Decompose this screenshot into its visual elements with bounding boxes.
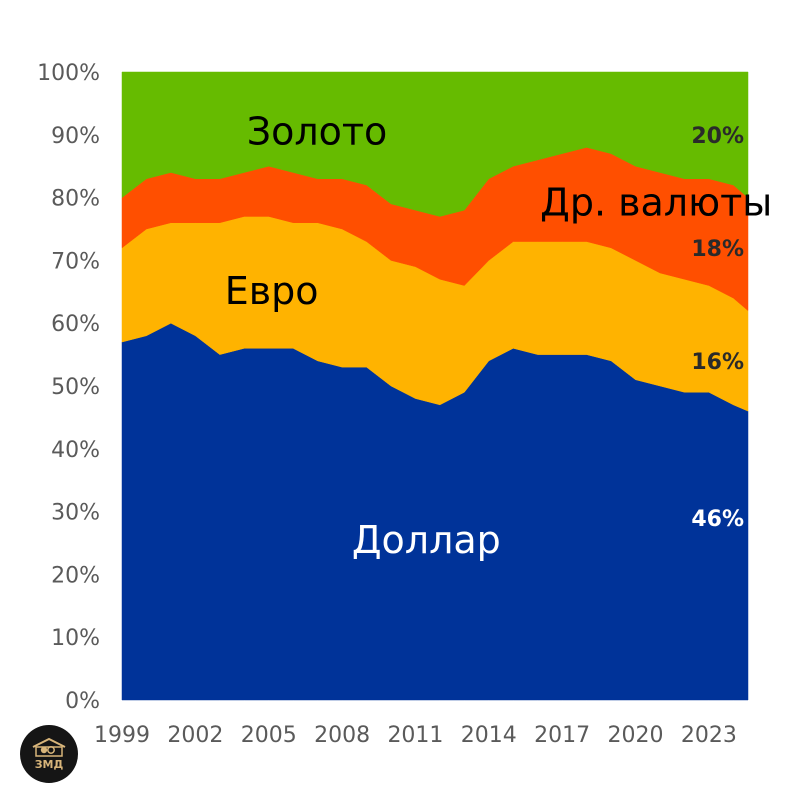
area-label: Доллар — [352, 518, 501, 562]
y-tick-label: 40% — [51, 438, 100, 463]
end-label: 16% — [691, 350, 744, 375]
end-label: 46% — [691, 507, 744, 532]
x-tick-label: 2011 — [387, 723, 443, 748]
x-tick-label: 2017 — [534, 723, 590, 748]
y-tick-label: 100% — [37, 61, 100, 86]
x-tick-label: 2020 — [608, 723, 664, 748]
area-labels: Золото Др. валюты Евро Доллар — [225, 110, 773, 562]
y-tick-label: 70% — [51, 249, 100, 274]
y-tick-label: 20% — [51, 563, 100, 588]
end-value-labels: 20% 18% 16% 46% — [691, 124, 744, 532]
area-label: Евро — [225, 269, 319, 313]
end-label: 20% — [691, 124, 744, 149]
x-tick-label: 2023 — [681, 723, 737, 748]
y-tick-label: 60% — [51, 312, 100, 337]
area-4 — [121, 71, 749, 217]
x-tick-label: 1999 — [94, 723, 150, 748]
x-axis-ticks: 1999 2002 2005 2008 2011 2014 2017 2020 2023 — [94, 723, 737, 748]
area-label: Золото — [247, 110, 388, 154]
y-axis-ticks: 0% 10% 20% 30% 40% 50% 60% 70% 80% 90% 100% — [37, 61, 100, 714]
logo-text: ЗМД — [34, 758, 64, 771]
end-label: 18% — [691, 237, 744, 262]
y-tick-label: 90% — [51, 124, 100, 149]
y-tick-label: 50% — [51, 375, 100, 400]
house-coins-icon — [32, 737, 66, 757]
y-tick-label: 80% — [51, 187, 100, 212]
x-tick-label: 2002 — [167, 723, 223, 748]
x-tick-label: 2005 — [241, 723, 297, 748]
x-tick-label: 2014 — [461, 723, 517, 748]
y-tick-label: 0% — [65, 689, 100, 714]
x-tick-label: 2008 — [314, 723, 370, 748]
logo: ЗМД — [20, 725, 78, 783]
area-label: Др. валюты — [540, 181, 772, 225]
y-tick-label: 10% — [51, 626, 100, 651]
chart-areas — [121, 71, 749, 701]
y-tick-label: 30% — [51, 501, 100, 526]
